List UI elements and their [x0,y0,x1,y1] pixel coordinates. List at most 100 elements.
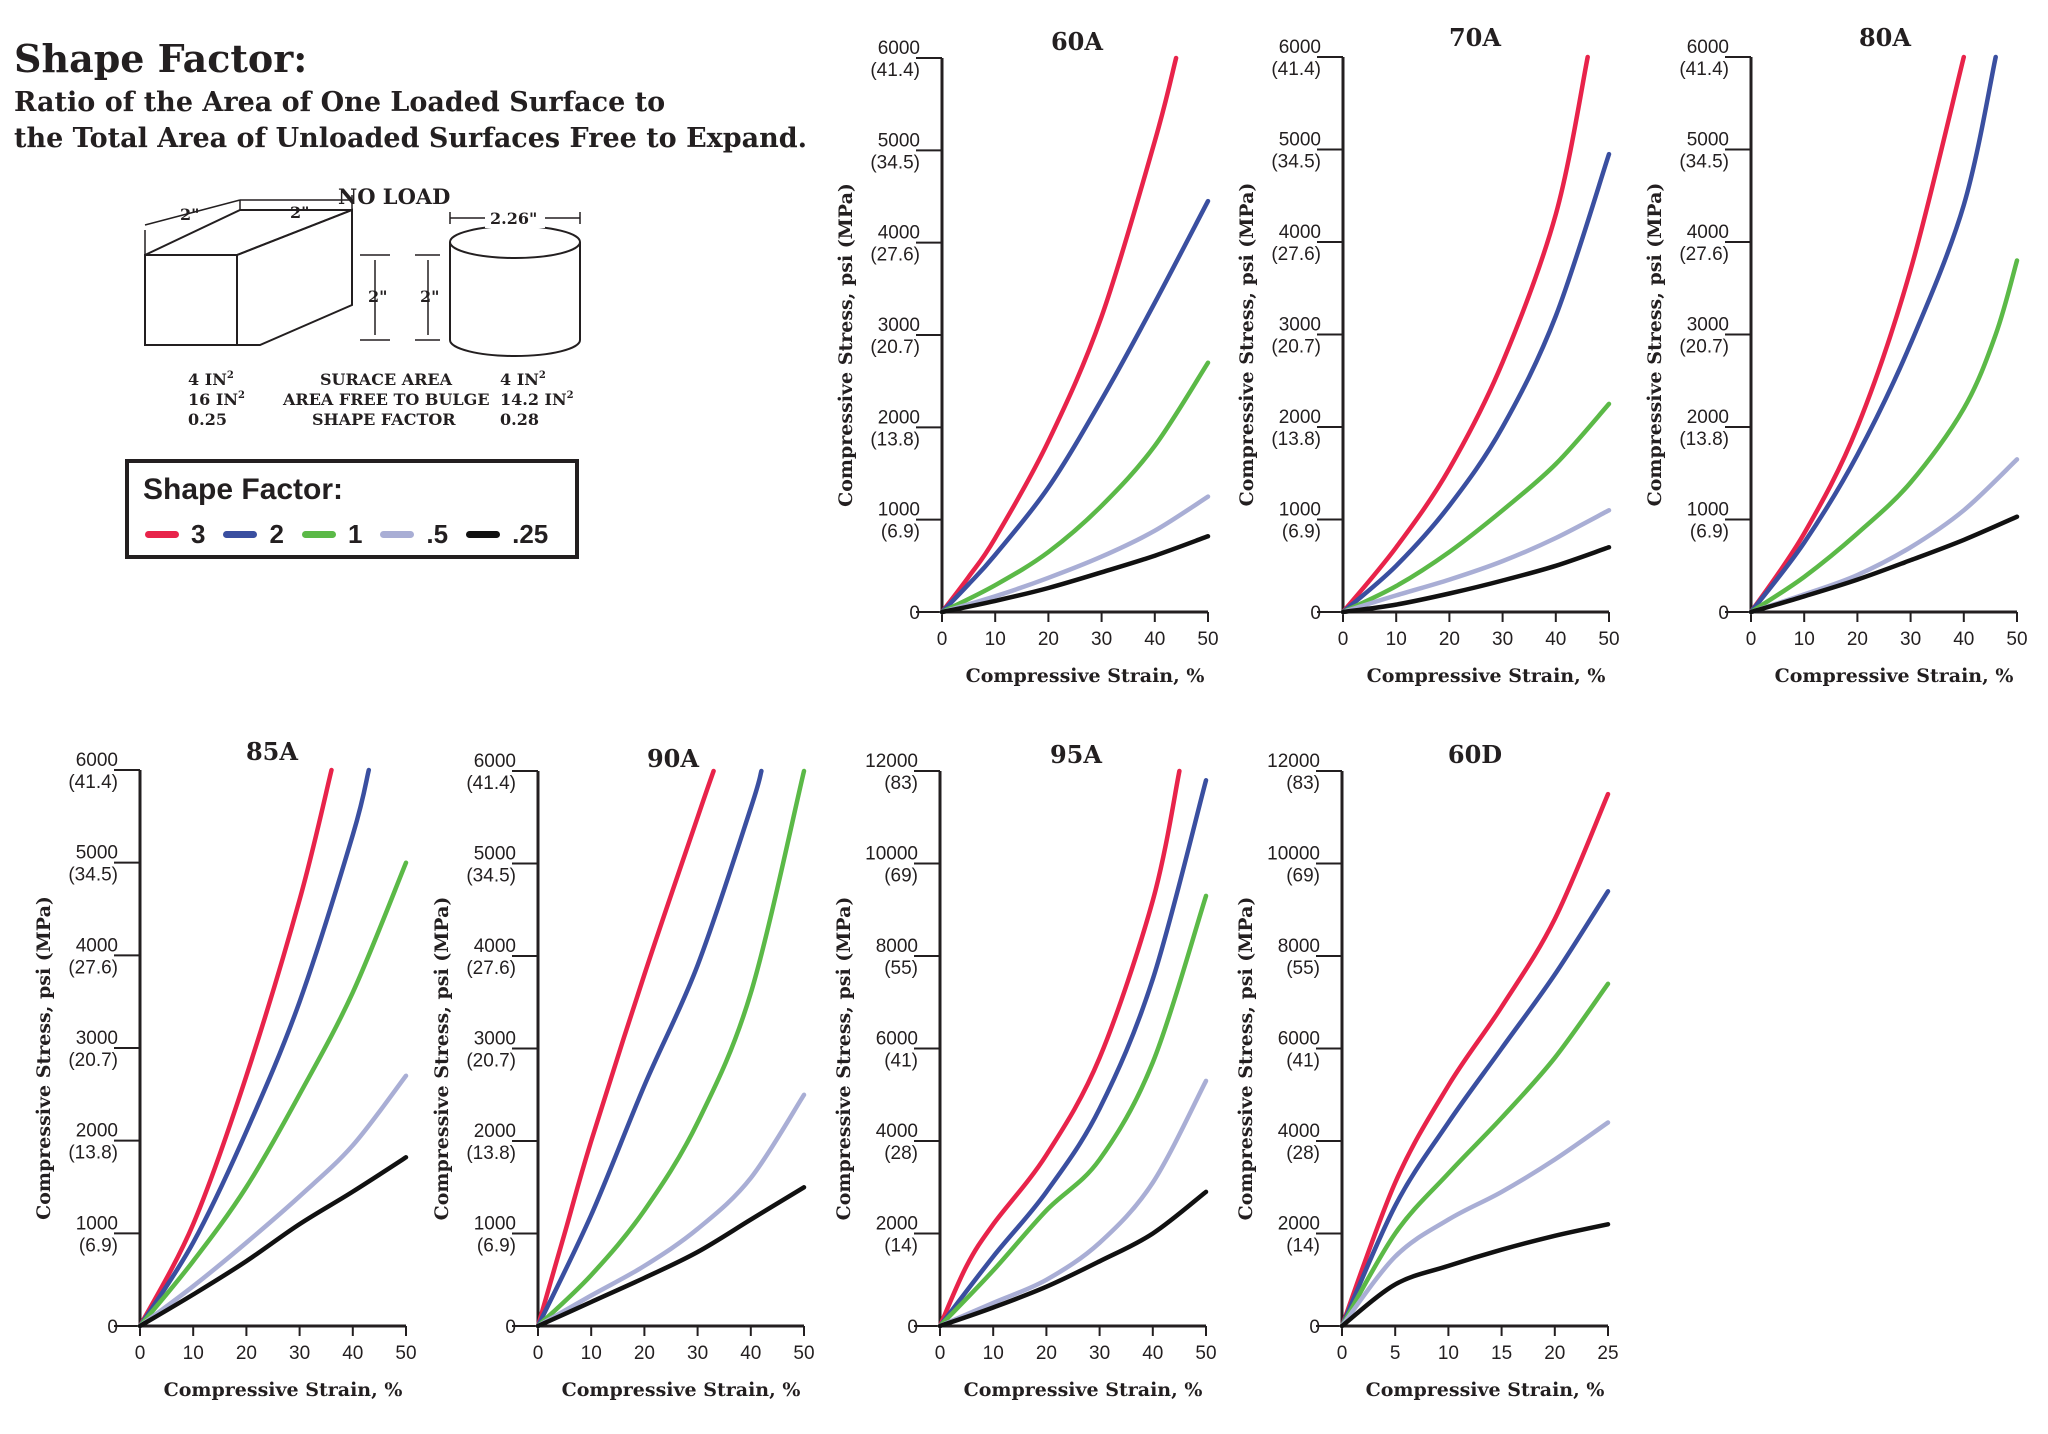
y-tick-label-mpa: (28) [884,1143,918,1164]
y-tick-label-mpa: (34.5) [870,152,920,173]
series-line-.25 [535,1185,807,1329]
y-tick-label: 4000 [1278,1121,1320,1142]
x-tick-label: 20 [1439,629,1460,650]
y-tick-label: 0 [1718,603,1729,624]
y-tick-label: 0 [1309,1317,1320,1338]
legend-swatch [301,531,336,538]
y-tick-label: 2000 [76,1121,118,1142]
cube-shape-factor: 0.25 [188,410,227,429]
cube-free-area: 16 IN2 [188,390,245,409]
y-tick-label-mpa: (41) [884,1051,918,1072]
y-tick-label-mpa: (41.4) [68,772,118,793]
cylinder-shape-factor: 0.28 [500,410,539,429]
legend-swatch [223,531,258,538]
legend-label: 3 [191,519,206,549]
cylinder-surface-area: 4 IN2 [500,370,546,389]
x-tick-label: 25 [1597,1343,1618,1364]
y-tick-label: 3000 [878,315,920,336]
x-tick-label: 15 [1491,1343,1512,1364]
y-tick-label: 12000 [865,751,918,772]
x-axis-label: Compressive Strain, % [1775,665,2014,687]
y-tick-label-mpa: (41.4) [1271,59,1321,80]
series-line-2 [937,778,1209,1329]
y-tick-label-mpa: (20.7) [1679,337,1729,358]
y-tick-label-mpa: (14) [884,1236,918,1257]
series-line-1 [137,860,409,1329]
y-tick-label-mpa: (41.4) [466,773,516,794]
legend-swatch [466,531,501,538]
x-tick-label: 20 [1036,1343,1057,1364]
y-tick-label-mpa: (27.6) [1271,244,1321,265]
x-axis-label: Compressive Strain, % [1366,1379,1605,1401]
series-line-.5 [535,1092,807,1329]
legend-swatch [380,531,415,538]
y-tick-label: 4000 [878,223,920,244]
x-axis-label: Compressive Strain, % [966,665,1205,687]
x-tick-label: 0 [935,1343,946,1364]
y-tick-label: 6000 [1687,37,1729,58]
subtitle-line-1: Ratio of the Area of One Loaded Surface … [14,87,666,118]
y-tick-label-mpa: (6.9) [881,522,920,543]
legend-item-0.25: .25 [466,519,548,550]
x-tick-label: 30 [1492,629,1513,650]
x-tick-label: 20 [634,1343,655,1364]
y-tick-label: 1000 [1687,500,1729,521]
x-tick-label: 40 [342,1343,363,1364]
series-line-3 [939,55,1179,615]
series-line-.25 [939,534,1211,615]
shape-factor-label: SHAPE FACTOR [312,410,456,429]
x-tick-label: 30 [687,1343,708,1364]
cube-surface-area: 4 IN2 [188,370,234,389]
x-tick-label: 10 [1438,1343,1459,1364]
series-line-2 [1339,889,1611,1329]
y-tick-label: 2000 [1687,407,1729,428]
y-tick-label-mpa: (20.7) [870,337,920,358]
series-line-1 [1339,981,1611,1329]
x-tick-label: 20 [236,1343,257,1364]
y-axis-label: Compressive Stress, psi (MPa) [1236,183,1258,507]
x-tick-label: 0 [533,1343,544,1364]
y-tick-label-mpa: (6.9) [1690,522,1729,543]
no-load-label: NO LOAD [338,184,450,209]
y-tick-label: 0 [505,1317,516,1338]
chart-title: 60D [1448,740,1502,769]
series-line-.25 [1748,514,2020,615]
y-tick-label: 3000 [76,1028,118,1049]
series-line-1 [1748,258,2020,615]
y-tick-label: 1000 [474,1214,516,1235]
legend-label: 1 [347,519,363,549]
series-line-3 [1339,791,1611,1329]
series-line-.5 [1340,508,1612,615]
cylinder-free-area: 14.2 IN2 [500,390,574,409]
header: Shape Factor: Ratio of the Area of One L… [14,36,807,157]
y-tick-label: 0 [909,603,920,624]
x-tick-label: 30 [1900,629,1921,650]
y-tick-label: 6000 [76,750,118,771]
y-tick-label: 6000 [1278,1029,1320,1050]
x-tick-label: 20 [1544,1343,1565,1364]
y-tick-label-mpa: (55) [1286,958,1320,979]
chart-70A: 70A 0 1000(6.9) 2000(13.8) 3000(20.7) 4000(27… [1236,23,1620,687]
y-tick-label: 1000 [878,500,920,521]
y-tick-label-mpa: (34.5) [1679,152,1729,173]
x-tick-label: 10 [1386,629,1407,650]
series-line-2 [535,768,764,1329]
y-tick-label: 5000 [474,844,516,865]
chart-title: 60A [1051,27,1103,56]
legend-label: 2 [269,519,284,549]
x-tick-label: 40 [1142,1343,1163,1364]
x-tick-label: 50 [1197,629,1218,650]
y-tick-label: 4000 [1687,222,1729,243]
y-tick-label-mpa: (13.8) [870,429,920,450]
y-tick-label-mpa: (69) [1286,866,1320,887]
y-tick-label: 0 [907,1317,918,1338]
chart-title: 70A [1449,23,1501,52]
x-tick-label: 5 [1390,1343,1401,1364]
chart-title: 80A [1859,23,1911,52]
y-tick-label: 6000 [1279,37,1321,58]
y-tick-label: 2000 [878,407,920,428]
chart-60A: 60A 0 1000(6.9) 2000(13.8) 3000(20.7) 4000(27… [835,27,1219,687]
y-tick-label: 1000 [1279,500,1321,521]
x-tick-label: 10 [581,1343,602,1364]
series-line-3 [937,768,1182,1329]
